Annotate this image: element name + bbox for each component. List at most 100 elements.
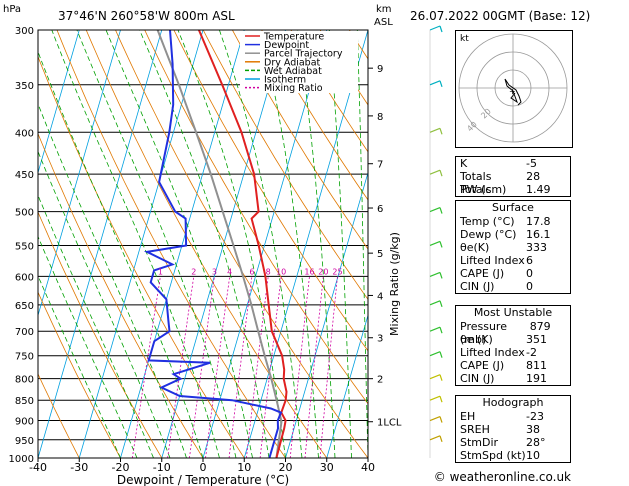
pressure-tick-label: 500 [15,208,34,219]
wet-adiabat-line [38,102,187,458]
legend-item: Mixing Ratio [264,83,323,94]
wet-adiabat-line [259,30,319,458]
mixing-ratio-label: 16 [304,267,314,276]
mixing-ratio-line [289,276,310,458]
eh-value: -23 [526,410,544,423]
isotherm-line [326,313,368,458]
mu-li-value: -2 [526,346,537,359]
dewpoint-line [143,30,283,458]
asl-label: ASL [374,17,393,28]
hodograph: kt 20 40 + [455,30,573,148]
mu-cin-value: 191 [526,372,547,385]
hodograph-table: Hodograph EH -23 SREH 38 StmDir 28° StmSpd … [455,395,571,463]
temperature-line [197,30,288,458]
isotherm-line [38,30,163,458]
tt-value: 28 [526,170,541,183]
pressure-tick-label: 300 [15,26,34,37]
wind-barb [429,127,441,133]
wind-barb [429,326,441,332]
dry-adiabat-line [173,30,368,352]
pressure-tick-label: 400 [15,128,34,139]
isotherm-line [243,30,368,458]
pressure-tick-label: 800 [15,375,34,386]
wind-barb-flag [439,241,443,248]
km-tick-label: 9 [377,64,383,75]
pressure-tick-label: 900 [15,417,34,428]
x-axis-label: Dewpoint / Temperature (°C) [117,473,289,486]
km-tick-label: 8 [377,112,383,123]
surface-li-value: 6 [526,254,533,267]
legend-item: Wet Adiabat [264,66,322,77]
wind-barb-flag [439,80,443,87]
legend-item: Isotherm [264,75,306,86]
wet-adiabat-line [219,30,303,458]
mixing-ratio-line [304,276,324,458]
sreh-value: 38 [526,423,540,436]
temp-tick-label: 20 [279,461,293,474]
wind-barb [429,207,441,213]
wet-adiabat-line [328,30,352,458]
wind-barb-flag [439,416,443,423]
mu-pressure-label: Pressure (mb) [460,320,507,346]
hodo-trace [504,78,522,106]
mixing-ratio-label: 1 [158,267,163,276]
surface-cape-value: 0 [526,267,533,280]
parcel-trajectory-line [156,30,283,458]
dry-adiabat-line [583,30,629,458]
temp-tick-label: 10 [237,461,251,474]
mixing-ratio-line [131,276,161,458]
hodo-kt-label: kt [460,34,469,44]
temp-tick-label: 30 [320,461,334,474]
km-label: km [376,4,392,15]
eh-label: EH [460,410,476,423]
pressure-tick-label: 650 [15,301,34,312]
most-unstable-table: Most Unstable Pressure (mb) 879 θe (K) 351… [455,305,571,386]
stmspd-value: 10 [526,449,540,462]
pressure-tick-label: 1000 [9,454,34,465]
wind-barb-flag [439,272,443,279]
mixing-ratio-label: 4 [227,267,232,276]
wet-adiabat-line [38,235,138,458]
isotherm-line [78,30,204,458]
pw-value: 1.49 [526,183,551,196]
wind-barb [429,374,441,380]
tt-label: Totals Totals [460,170,492,196]
pressure-tick-label: 600 [15,272,34,283]
wind-profile [429,25,443,458]
km-tick-label: 7 [377,160,383,171]
surface-dewp-label: Dewp (°C) [460,228,517,241]
mixing-ratio-label: 8 [266,267,271,276]
wind-barb-flag [439,25,443,33]
dry-adiabat-line [85,30,328,458]
location-label: 37°46'N 260°58'W 800m ASL [58,9,235,23]
sreh-label: SREH [460,423,490,436]
hodo-title: Hodograph [482,396,544,409]
surface-temp-value: 17.8 [526,215,551,228]
stmdir-label: StmDir [460,436,499,449]
mu-thetae-label: θe (K) [460,333,493,346]
wet-adiabat-line [51,30,220,458]
km-tick-label: 2 [377,375,383,386]
pressure-tick-label: 850 [15,396,34,407]
dry-adiabat-line [232,30,368,250]
dry-adiabat-line [202,30,368,300]
stmspd-label: StmSpd (kt) [460,449,526,462]
surface-temp-label: Temp (°C) [460,215,515,228]
wet-adiabat-line [76,30,237,458]
km-tick-label: 6 [377,204,383,215]
wet-adiabat-line [139,30,270,458]
mixing-ratio-line [205,276,231,458]
surface-li-label: Lifted Index [460,254,525,267]
mu-thetae-value: 351 [526,333,547,346]
pressure-tick-label: 750 [15,352,34,363]
legend-item: Dewpoint [264,40,309,51]
mixing-ratio-axis-label: Mixing Ratio (g/kg) [388,232,401,336]
wind-barb-flag [439,435,443,442]
dry-adiabat-line [38,291,121,458]
wet-adiabat-line [296,30,336,458]
mu-title: Most Unstable [473,306,553,319]
dry-adiabat-line [56,30,286,458]
mu-cape-label: CAPE (J) [460,359,505,372]
km-tick-label: 4 [377,291,383,302]
